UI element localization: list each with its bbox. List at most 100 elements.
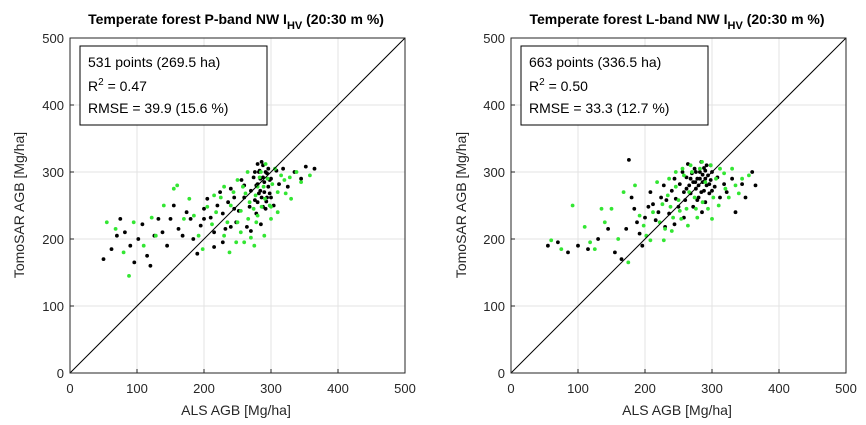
left-black-point xyxy=(128,243,133,248)
left-green-point xyxy=(270,182,275,187)
right-green-point xyxy=(661,238,666,243)
left-green-point xyxy=(262,233,267,238)
left-black-point xyxy=(299,176,303,181)
right-black-point xyxy=(586,247,590,252)
right-green-point xyxy=(700,160,704,164)
left-green-point xyxy=(196,233,201,238)
left-green-point xyxy=(263,196,267,201)
left-black-point xyxy=(212,245,217,249)
right-black-point xyxy=(687,183,692,188)
right-black-point xyxy=(624,227,629,231)
left-black-point xyxy=(132,260,137,265)
right-black-point xyxy=(753,183,758,188)
right-black-point xyxy=(750,170,755,174)
right-green-point xyxy=(710,217,714,221)
left-black-point xyxy=(249,229,253,233)
right-black-point xyxy=(733,210,738,215)
right-black-point xyxy=(596,237,600,241)
left-green-point xyxy=(241,184,245,189)
left-black-point xyxy=(165,243,170,248)
left-green-point xyxy=(247,200,252,205)
right-black-point xyxy=(699,190,704,195)
right-black-point xyxy=(637,231,642,236)
left-y-axis-label: TomoSAR AGB [Mg/ha] xyxy=(11,132,27,278)
right-green-point xyxy=(726,195,731,200)
left-green-point xyxy=(259,170,263,174)
right-green-point xyxy=(660,202,665,207)
right-black-point xyxy=(698,170,702,174)
left-green-point xyxy=(212,193,217,198)
right-black-point xyxy=(703,200,708,205)
left-green-point xyxy=(275,190,280,195)
right-black-point xyxy=(707,191,712,196)
left-black-point xyxy=(118,217,123,221)
right-black-point xyxy=(710,188,714,193)
right-green-point xyxy=(708,163,713,168)
left-green-point xyxy=(238,230,243,235)
left-y-tick-label: 0 xyxy=(57,366,64,381)
right-green-point xyxy=(588,240,592,245)
right-green-point xyxy=(706,206,710,211)
right-black-point xyxy=(740,182,744,187)
right-black-point xyxy=(643,215,647,220)
right-y-tick-label: 400 xyxy=(483,98,505,113)
right-black-point xyxy=(693,180,698,185)
left-black-point xyxy=(180,233,185,238)
right-x-tick-label: 200 xyxy=(634,381,656,396)
left-black-point xyxy=(312,166,317,171)
right-green-point xyxy=(667,176,671,181)
right-x-tick-label: 500 xyxy=(835,381,857,396)
right-black-point xyxy=(692,166,697,171)
right-green-point xyxy=(582,225,587,229)
left-y-tick-label: 200 xyxy=(42,232,64,247)
left-green-point xyxy=(121,250,126,255)
left-green-point xyxy=(231,190,236,195)
right-black-point xyxy=(680,170,685,174)
left-green-point xyxy=(259,204,264,209)
right-green-point xyxy=(679,217,684,221)
left-title-main: Temperate forest P-band NW I xyxy=(88,11,287,27)
left-black-point xyxy=(136,237,141,241)
right-black-point xyxy=(695,198,700,203)
right-black-point xyxy=(672,176,677,181)
left-green-point xyxy=(200,247,205,252)
right-green-point xyxy=(740,176,744,181)
right-green-point xyxy=(673,184,678,189)
left-one-to-one-line xyxy=(69,37,406,374)
right-y-axis-label: TomoSAR AGB [Mg/ha] xyxy=(453,132,469,278)
left-green-point xyxy=(205,204,210,209)
right-black-point xyxy=(613,250,617,255)
left-green-point xyxy=(252,243,257,248)
right-green-point xyxy=(592,247,597,252)
right-green-point xyxy=(723,186,728,191)
right-black-point xyxy=(743,195,748,200)
left-x-tick-label: 200 xyxy=(193,381,215,396)
right-black-point xyxy=(669,188,674,193)
right-green-point xyxy=(722,171,726,176)
left-green-point xyxy=(235,220,240,225)
left-green-point xyxy=(255,213,260,218)
right-r2-value: = 0.50 xyxy=(545,78,588,94)
left-green-point xyxy=(269,204,273,209)
right-black-point xyxy=(695,176,700,181)
right-black-point xyxy=(722,182,726,187)
right-black-point xyxy=(635,220,639,225)
right-green-point xyxy=(655,180,659,185)
right-axes-frame xyxy=(510,37,847,374)
right-black-point xyxy=(708,178,713,182)
left-green-point xyxy=(261,184,266,189)
left-black-point xyxy=(245,225,249,229)
left-black-point xyxy=(220,240,225,245)
right-black-point xyxy=(672,222,677,227)
right-title-subscript: HV xyxy=(728,20,744,32)
right-green-point xyxy=(665,193,670,198)
left-y-tick-label: 100 xyxy=(42,299,64,314)
right-green-point xyxy=(549,238,554,243)
left-annotation-box: 531 points (269.5 ha) R2 = 0.47 RMSE = 3… xyxy=(79,45,268,126)
right-green-point xyxy=(716,203,721,208)
left-green-point xyxy=(251,206,256,211)
left-green-point xyxy=(113,227,118,231)
left-green-point xyxy=(308,173,312,178)
right-x-axis-label: ALS AGB [Mg/ha] xyxy=(622,402,732,418)
